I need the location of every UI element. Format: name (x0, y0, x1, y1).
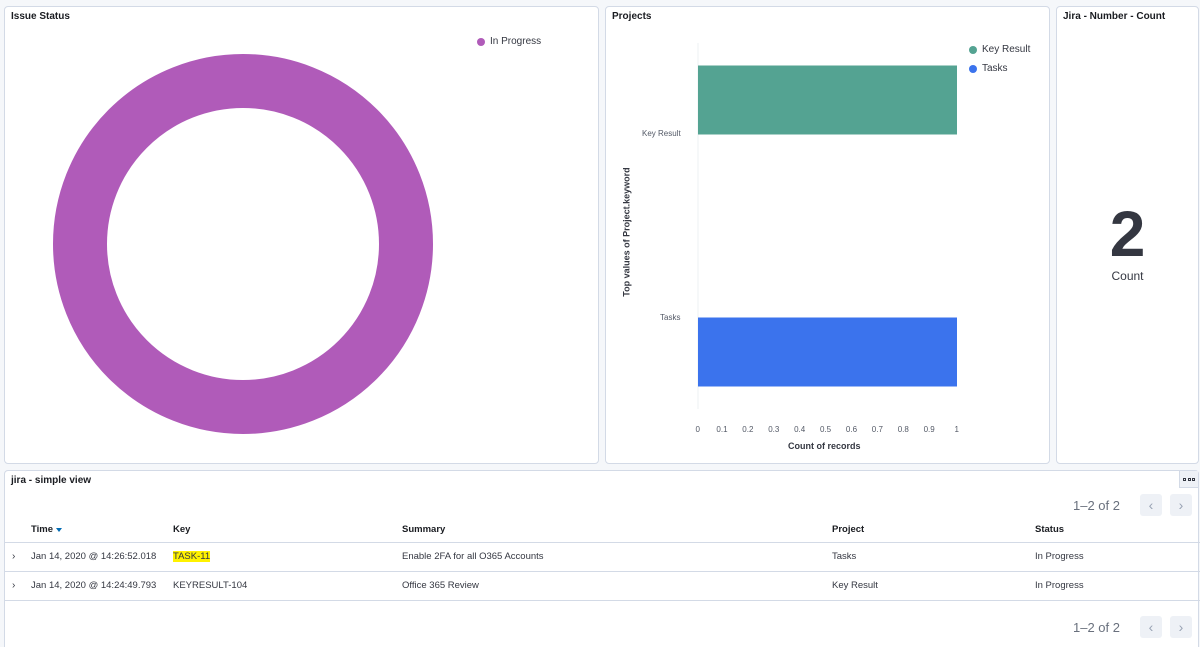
legend-dot-icon (969, 45, 977, 54)
bar-key-result[interactable] (698, 65, 957, 135)
next-page-button[interactable]: › (1170, 616, 1192, 638)
cell-summary: Enable 2FA for all O365 Accounts (402, 542, 832, 572)
cell-status: In Progress (1035, 542, 1200, 572)
x-tick-label: 0.7 (871, 425, 883, 434)
cell-summary: Office 365 Review (402, 571, 832, 601)
y-tick-label: Key Result (642, 129, 681, 138)
cell-key: TASK-11 (173, 542, 402, 572)
x-tick-label: 0.3 (768, 425, 780, 434)
column-header-key[interactable]: Key (173, 518, 402, 543)
dot-icon (1192, 477, 1195, 481)
x-tick-label: 0.1 (716, 425, 728, 434)
x-axis-title: Count of records (788, 441, 861, 451)
table-row: › Jan 14, 2020 @ 14:24:49.793 KEYRESULT-… (5, 571, 1200, 601)
donut-chart (53, 54, 433, 434)
cell-key: KEYRESULT-104 (173, 571, 402, 601)
x-tick-label: 0.8 (897, 425, 909, 434)
issue-status-panel: Issue Status In Progress (4, 6, 599, 464)
dot-icon (1183, 477, 1186, 481)
projects-panel: Projects Key Result Tasks Top values of … (605, 6, 1050, 464)
y-axis-title: Top values of Project.keyword (621, 167, 632, 297)
legend-label: Key Result (982, 44, 1031, 55)
pagination-text: 1–2 of 2 (1073, 619, 1120, 635)
table-header-row: Time Key Summary Project Status (5, 518, 1200, 543)
legend-item-key-result[interactable]: Key Result (969, 44, 1030, 55)
jira-simple-view-panel: jira - simple view 1–2 of 2 ‹ › Time Key… (4, 470, 1200, 647)
dot-icon (1187, 477, 1191, 481)
cell-time: Jan 14, 2020 @ 14:24:49.793 (31, 571, 173, 601)
pagination-bottom: 1–2 of 2 ‹ › (1073, 616, 1192, 638)
x-tick-label: 0.9 (923, 425, 935, 434)
legend-label: In Progress (490, 36, 542, 47)
results-table: Time Key Summary Project Status › Jan 14… (5, 518, 1200, 601)
legend-dot-icon (477, 37, 485, 46)
next-page-button[interactable]: › (1170, 494, 1192, 516)
panel-options-button[interactable] (1179, 471, 1198, 488)
metric-value: 2 (1109, 198, 1146, 270)
prev-page-button[interactable]: ‹ (1140, 616, 1162, 638)
bar-tasks[interactable] (698, 317, 957, 387)
column-header-summary[interactable]: Summary (402, 518, 832, 543)
cell-time: Jan 14, 2020 @ 14:26:52.018 (31, 542, 173, 572)
donut-slice-in-progress[interactable] (53, 54, 433, 434)
column-header-status[interactable]: Status (1035, 518, 1200, 543)
panel-title: Jira - Number - Count (1063, 11, 1166, 22)
column-label: Time (31, 524, 54, 536)
sort-descending-icon[interactable] (56, 527, 63, 532)
x-tick-label: 0.2 (742, 425, 754, 434)
pagination-top: 1–2 of 2 ‹ › (1073, 494, 1192, 516)
bar-chart (697, 43, 957, 409)
cell-project: Key Result (832, 571, 1035, 601)
panel-title: Issue Status (11, 11, 70, 22)
legend-dot-icon (969, 64, 977, 73)
x-tick-label: 0.5 (820, 425, 832, 434)
highlighted-key: TASK-11 (173, 551, 211, 562)
x-tick-label: 0.4 (794, 425, 806, 434)
x-tick-label: 1 (954, 425, 959, 434)
x-tick-label: 0.6 (845, 425, 858, 434)
metric-label: Count (1111, 269, 1144, 283)
column-header-project[interactable]: Project (832, 518, 1035, 543)
panel-title: jira - simple view (11, 475, 92, 486)
cell-status: In Progress (1035, 571, 1200, 601)
prev-page-button[interactable]: ‹ (1140, 494, 1162, 516)
cell-project: Tasks (832, 542, 1035, 572)
pagination-text: 1–2 of 2 (1073, 497, 1120, 513)
panel-title: Projects (612, 11, 652, 22)
expand-row-icon[interactable]: › (5, 571, 31, 601)
x-tick-label: 0 (695, 425, 700, 434)
legend-label: Tasks (982, 63, 1008, 74)
count-panel: Jira - Number - Count 2 Count (1056, 6, 1199, 464)
y-tick-label: Tasks (660, 313, 681, 322)
expand-row-icon[interactable]: › (5, 542, 31, 572)
column-header-time[interactable]: Time (31, 518, 173, 543)
table-row: › Jan 14, 2020 @ 14:26:52.018 TASK-11 En… (5, 542, 1200, 572)
legend-item-in-progress[interactable]: In Progress (477, 36, 541, 47)
legend-item-tasks[interactable]: Tasks (969, 63, 1008, 74)
expand-column-header (5, 518, 31, 543)
